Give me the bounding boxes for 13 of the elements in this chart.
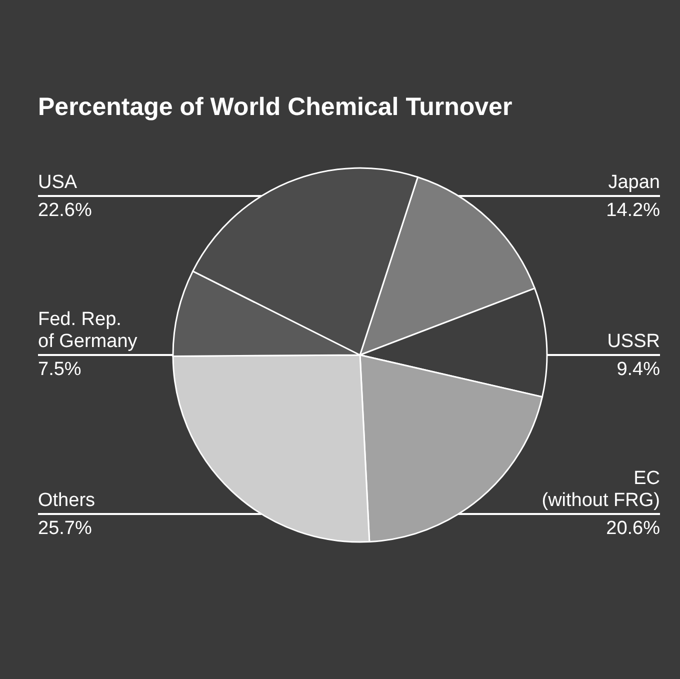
data-label: 14.2% bbox=[606, 200, 660, 222]
data-label: 25.7% bbox=[38, 518, 92, 539]
slice-label: EC (without FRG) bbox=[542, 468, 660, 511]
slice-label: Japan bbox=[608, 172, 660, 194]
data-label: 7.5% bbox=[38, 359, 82, 380]
slice-label: Fed. Rep. of Germany bbox=[38, 309, 138, 352]
chart-title: Percentage of World Chemical Turnover bbox=[38, 93, 512, 121]
data-label: 9.4% bbox=[616, 359, 660, 380]
slice-label: USSR bbox=[607, 331, 660, 352]
data-label: 20.6% bbox=[606, 518, 660, 539]
slice-label: USA bbox=[38, 172, 78, 194]
data-label: 22.6% bbox=[38, 200, 92, 222]
slice-label: Others bbox=[38, 490, 96, 511]
